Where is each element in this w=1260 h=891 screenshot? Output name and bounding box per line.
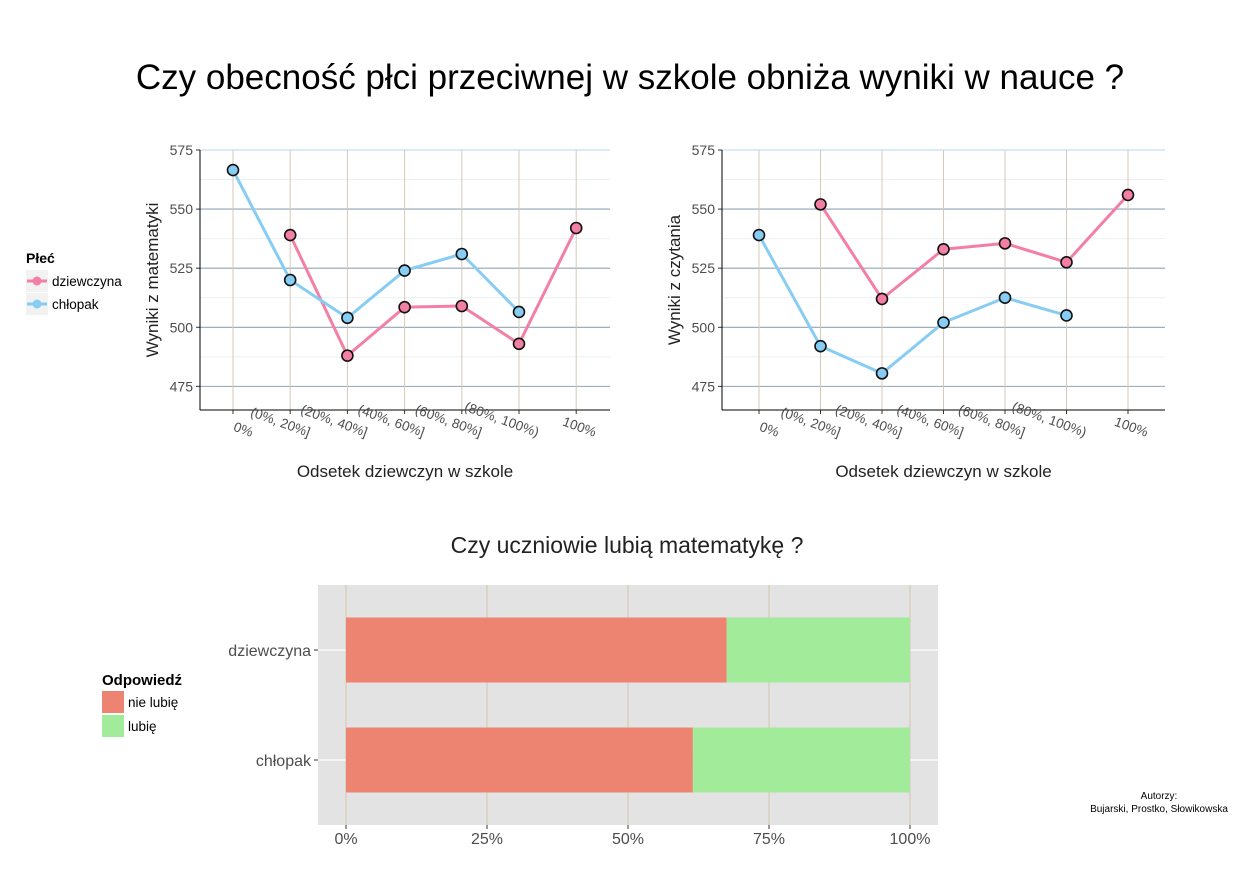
category-label: dziewczyna bbox=[228, 643, 311, 660]
data-point-dziewczyna bbox=[937, 242, 950, 256]
data-point-chłopak bbox=[226, 163, 240, 177]
data-point-dziewczyna bbox=[569, 221, 583, 235]
data-point-dziewczyna bbox=[512, 337, 526, 351]
y-tick-label: 525 bbox=[170, 260, 194, 276]
x-tick-label: 100% bbox=[561, 414, 599, 440]
legend-swatch bbox=[102, 691, 124, 713]
x-tick-label: 100% bbox=[890, 831, 931, 848]
legend-key-point bbox=[32, 299, 42, 309]
x-tick-label: (40%, 60%] bbox=[895, 402, 966, 440]
y-tick-label: 575 bbox=[692, 142, 716, 158]
data-point-chłopak bbox=[937, 316, 950, 329]
data-point-chłopak bbox=[998, 291, 1012, 305]
x-tick-label: 75% bbox=[753, 831, 785, 848]
x-tick-label: 0% bbox=[334, 831, 357, 848]
authors-names: Bujarski, Prostko, Słowikowska bbox=[1090, 804, 1228, 815]
bar-chart: Czy uczniowie lubią matematykę ? dziewczy… bbox=[228, 532, 938, 848]
x-axis-title: Odsetek dziewczyn w szkole bbox=[835, 462, 1051, 481]
line-legend: Płeć dziewczyna chłopak bbox=[26, 250, 122, 315]
legend-label: chłopak bbox=[52, 297, 99, 312]
x-tick-label: 50% bbox=[612, 831, 644, 848]
x-axis-title: Odsetek dziewczyn w szkole bbox=[297, 462, 513, 481]
data-point-chłopak bbox=[752, 228, 766, 242]
y-tick-label: 475 bbox=[170, 378, 194, 394]
data-point-dziewczyna bbox=[1121, 188, 1135, 202]
series-line-chłopak bbox=[757, 234, 1067, 375]
authors-label: Autorzy: bbox=[1140, 791, 1178, 802]
authors-note: Autorzy: Bujarski, Prostko, Słowikowska bbox=[1080, 790, 1238, 816]
x-tick-label: (20%, 40%] bbox=[833, 402, 904, 440]
x-tick-label: 0% bbox=[758, 419, 781, 440]
bar-segment-lubię bbox=[692, 727, 910, 793]
series-line-dziewczyna bbox=[288, 227, 578, 358]
data-point-dziewczyna bbox=[998, 237, 1012, 250]
data-point-dziewczyna bbox=[398, 300, 411, 314]
page-title: Czy obecność płci przeciwnej w szkole ob… bbox=[135, 58, 1125, 97]
y-tick-label: 550 bbox=[692, 201, 716, 217]
data-point-dziewczyna bbox=[875, 292, 889, 306]
data-point-chłopak bbox=[512, 305, 526, 319]
bar-segment-nie lubię bbox=[346, 727, 693, 793]
data-point-chłopak bbox=[814, 339, 827, 353]
legend-label: dziewczyna bbox=[52, 274, 122, 289]
y-axis-title: Wyniki z matematyki bbox=[143, 203, 162, 358]
legend-swatch bbox=[102, 715, 124, 737]
data-point-chłopak bbox=[455, 247, 469, 261]
bar-segment-nie lubię bbox=[346, 617, 727, 683]
y-tick-label: 475 bbox=[692, 378, 716, 394]
bar-chart-title: Czy uczniowie lubią matematykę ? bbox=[451, 532, 804, 558]
series-line-dziewczyna bbox=[819, 193, 1130, 301]
data-point-dziewczyna bbox=[341, 349, 354, 362]
data-point-chłopak bbox=[398, 264, 411, 277]
y-tick-label: 500 bbox=[692, 319, 716, 335]
x-tick-label: 0% bbox=[232, 419, 255, 440]
bar-legend: Odpowiedź nie lubię lubię bbox=[102, 672, 182, 737]
y-tick-label: 550 bbox=[170, 201, 194, 217]
data-point-chłopak bbox=[283, 273, 297, 287]
y-tick-label: 500 bbox=[170, 319, 194, 335]
data-point-dziewczyna bbox=[283, 228, 297, 242]
data-point-chłopak bbox=[875, 367, 889, 380]
x-tick-label: 25% bbox=[471, 831, 503, 848]
legend-label: nie lubię bbox=[128, 695, 178, 710]
x-tick-label: 100% bbox=[1113, 414, 1151, 440]
y-axis-title: Wyniki z czytania bbox=[665, 214, 684, 345]
data-point-chłopak bbox=[1060, 309, 1073, 322]
legend-label: lubię bbox=[128, 719, 157, 734]
legend-title: Odpowiedź bbox=[102, 672, 182, 689]
category-label: chłopak bbox=[256, 753, 312, 770]
data-point-dziewczyna bbox=[455, 299, 469, 313]
legend-title: Płeć bbox=[26, 250, 55, 266]
data-point-chłopak bbox=[341, 311, 354, 325]
bar-segment-lubię bbox=[726, 617, 910, 683]
series-line-chłopak bbox=[231, 169, 521, 320]
y-tick-label: 575 bbox=[170, 142, 194, 158]
y-tick-label: 525 bbox=[692, 260, 716, 276]
data-point-dziewczyna bbox=[1060, 255, 1073, 269]
data-point-dziewczyna bbox=[814, 198, 827, 211]
legend-key-point bbox=[32, 276, 42, 286]
